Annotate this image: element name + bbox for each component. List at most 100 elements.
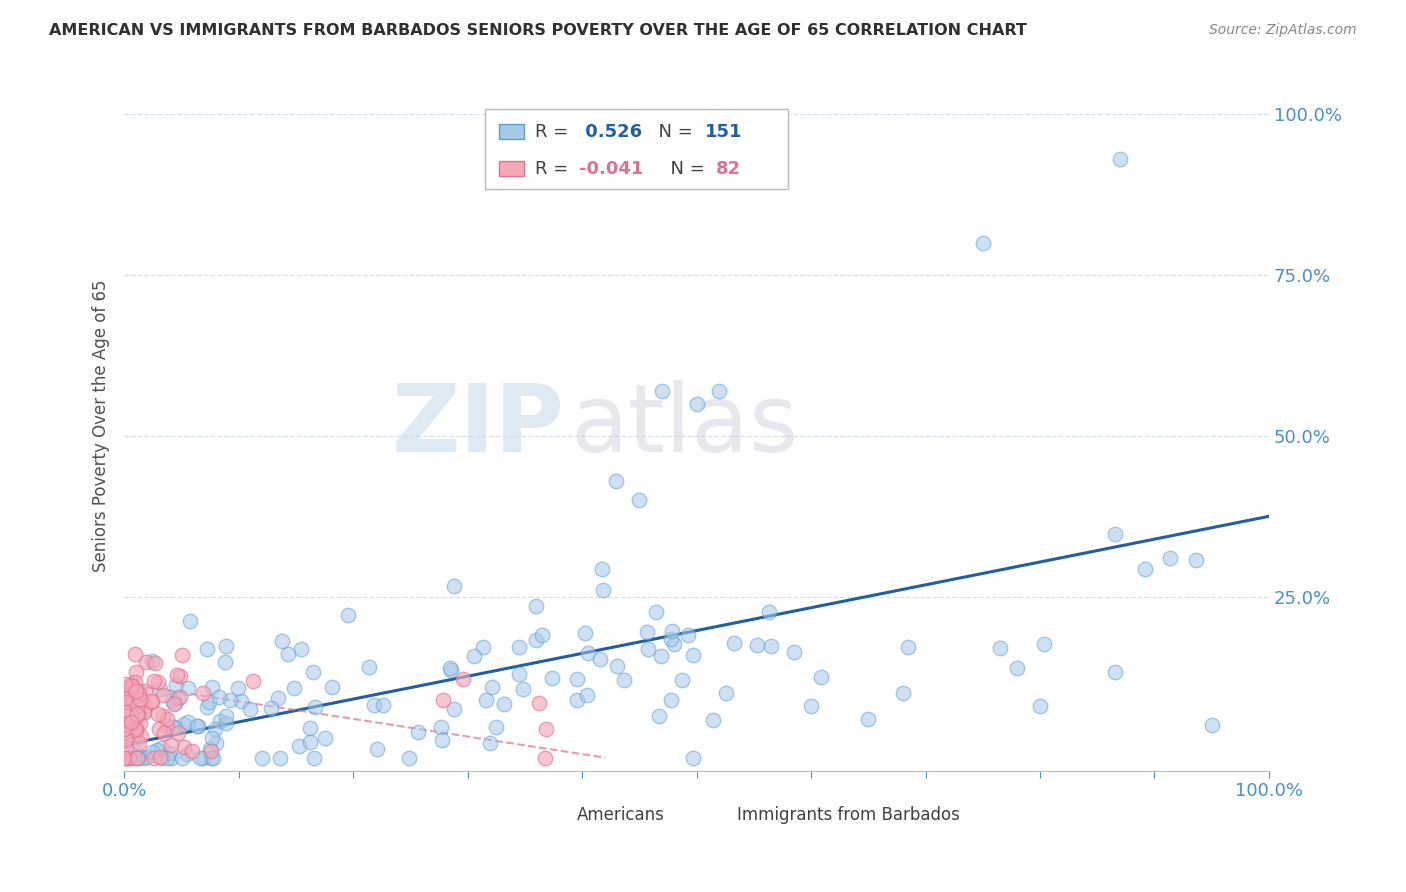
Point (201, 680, 224, 694)
Point (135, 655, 157, 669)
Point (132, 750, 155, 764)
Text: Americans: Americans (576, 805, 664, 823)
Point (373, 698, 395, 712)
Point (1185, 553, 1208, 567)
Point (990, 640, 1012, 655)
Point (125, 723, 148, 738)
Point (758, 605, 780, 619)
Point (682, 750, 704, 764)
Point (128, 683, 150, 698)
Point (208, 714, 231, 728)
Point (179, 615, 201, 629)
Point (202, 750, 225, 764)
Point (429, 721, 451, 735)
Point (215, 708, 238, 723)
Point (685, 397, 707, 411)
Point (662, 637, 685, 651)
Point (150, 741, 173, 756)
Point (148, 707, 170, 722)
Point (1104, 526, 1126, 541)
Point (114, 750, 136, 764)
Point (215, 715, 238, 730)
Point (124, 723, 146, 738)
Point (283, 681, 305, 695)
Point (114, 695, 136, 709)
Point (143, 674, 166, 689)
Point (723, 636, 745, 650)
Point (112, 750, 135, 764)
Point (1104, 665, 1126, 680)
Point (149, 682, 172, 697)
Point (136, 750, 159, 764)
Point (648, 708, 671, 723)
Point (972, 235, 994, 250)
Point (226, 681, 249, 695)
Point (534, 722, 557, 736)
Point (678, 628, 700, 642)
Point (124, 721, 146, 735)
Text: -0.041: -0.041 (579, 160, 643, 178)
Point (115, 724, 138, 739)
Point (118, 696, 141, 710)
Point (121, 695, 143, 709)
Point (891, 686, 914, 700)
Point (139, 694, 162, 708)
Point (214, 655, 236, 669)
Point (114, 722, 136, 736)
Point (475, 693, 498, 707)
Point (159, 738, 181, 752)
Point (605, 474, 627, 488)
Point (432, 732, 454, 747)
Point (432, 693, 454, 707)
Point (636, 625, 658, 640)
Point (167, 725, 190, 739)
Point (1109, 152, 1132, 166)
Point (302, 750, 325, 764)
Point (314, 731, 336, 746)
Point (134, 699, 156, 714)
Point (661, 624, 683, 638)
Point (127, 707, 149, 722)
Point (239, 702, 262, 716)
Point (186, 719, 208, 733)
Point (508, 667, 530, 681)
Point (1005, 660, 1028, 674)
Point (124, 750, 146, 764)
Point (576, 646, 599, 660)
Point (134, 705, 156, 719)
Point (143, 657, 166, 671)
Point (702, 713, 724, 727)
FancyBboxPatch shape (543, 807, 567, 822)
Point (252, 750, 274, 764)
Point (485, 720, 508, 734)
Text: 151: 151 (704, 122, 742, 141)
Point (443, 579, 465, 593)
Point (242, 674, 264, 689)
Text: R =: R = (536, 160, 574, 178)
Point (530, 628, 553, 642)
Point (160, 693, 183, 707)
Point (121, 686, 143, 700)
Point (628, 493, 651, 508)
Point (540, 671, 562, 685)
Point (191, 686, 214, 700)
Point (114, 734, 136, 748)
Point (783, 645, 806, 659)
Point (134, 683, 156, 698)
Point (193, 750, 215, 764)
Point (359, 660, 381, 674)
Point (129, 729, 152, 743)
Point (650, 649, 672, 664)
Point (1032, 637, 1054, 651)
Point (637, 642, 659, 657)
FancyBboxPatch shape (499, 161, 523, 177)
Point (160, 750, 183, 764)
Point (128, 736, 150, 750)
Point (169, 669, 191, 683)
Point (170, 648, 193, 662)
Point (661, 632, 683, 646)
Point (304, 699, 326, 714)
Point (229, 694, 252, 708)
Point (114, 677, 136, 691)
Point (287, 739, 309, 753)
